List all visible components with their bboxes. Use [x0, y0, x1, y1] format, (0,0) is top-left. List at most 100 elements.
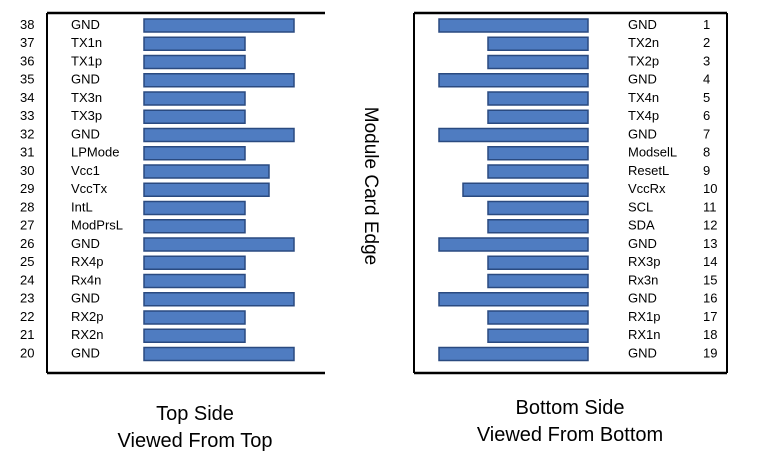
top-pin-name: GND [71, 291, 100, 306]
top-contact-pad [143, 164, 270, 179]
top-pin-number: 27 [20, 218, 34, 233]
top-pin-name: GND [71, 72, 100, 87]
bottom-pin-name: GND [628, 345, 657, 360]
top-side-title: Top Side [156, 403, 234, 425]
bottom-side-pins: GND 1 TX2n 2 TX2p 3 GND 4 TX4n 5 TX4p 6 GND 7 ModselL 8… [438, 17, 717, 362]
top-pin-name: RX4p [71, 254, 104, 269]
bottom-side-frame [413, 11, 728, 375]
top-pin-name: RX2p [71, 309, 104, 324]
top-contact-pad [143, 18, 295, 33]
bottom-pin-number: 2 [703, 35, 710, 50]
top-pin-name: RX2n [71, 327, 104, 342]
top-contact-pad [143, 54, 246, 70]
bottom-contact-pad [487, 109, 589, 124]
top-pin-name: TX1p [71, 53, 102, 68]
bottom-side-title: Bottom Side [515, 397, 625, 419]
top-contact-pad [143, 328, 246, 343]
top-contact-pad [143, 91, 246, 106]
top-pin-number: 22 [20, 309, 34, 324]
top-side-pins: 38 GND 37 TX1n 36 TX1p 35 GND 34 TX3n 33 TX3p 32 GND 3… [20, 17, 295, 362]
bottom-pin-number: 3 [703, 53, 710, 68]
top-pin-name: LPMode [71, 145, 119, 160]
top-pin-name: GND [71, 126, 100, 141]
top-pin-name: TX3n [71, 90, 102, 105]
bottom-pin-number: 5 [703, 90, 710, 105]
bottom-pin-number: 16 [703, 291, 717, 306]
bottom-pin-name: SDA [628, 218, 655, 233]
bottom-pin-name: RX1n [628, 327, 661, 342]
bottom-contact-pad [438, 18, 589, 33]
bottom-pin-number: 18 [703, 327, 717, 342]
top-pin-number: 24 [20, 272, 34, 287]
bottom-contact-pad [487, 200, 589, 216]
bottom-pin-name: ModselL [628, 145, 677, 160]
bottom-contact-pad [438, 292, 589, 307]
bottom-pin-number: 4 [703, 72, 710, 87]
top-contact-pad [143, 292, 295, 307]
bottom-contact-pad [487, 91, 589, 106]
bottom-pin-number: 10 [703, 181, 717, 196]
bottom-pin-name: TX2n [628, 35, 659, 50]
top-contact-pad [143, 127, 295, 143]
top-contact-pad [143, 273, 246, 289]
bottom-contact-pad [487, 164, 589, 179]
top-pin-name: ModPrsL [71, 218, 123, 233]
bottom-pin-number: 7 [703, 126, 710, 141]
top-contact-pad [143, 182, 270, 197]
top-pin-number: 25 [20, 254, 34, 269]
bottom-contact-pad [487, 36, 589, 51]
bottom-pin-number: 17 [703, 309, 717, 324]
bottom-contact-pad [438, 127, 589, 143]
bottom-pin-number: 13 [703, 236, 717, 251]
bottom-side-caption: Bottom Side Viewed From Bottom [430, 395, 710, 449]
bottom-contact-pad [438, 346, 589, 362]
bottom-side-subtitle: Viewed From Bottom [476, 424, 664, 446]
bottom-pin-name: VccRx [628, 181, 666, 196]
bottom-contact-pad [487, 54, 589, 70]
bottom-pin-name: RX1p [628, 309, 661, 324]
top-side-frame [46, 11, 325, 375]
top-contact-pad [143, 310, 246, 325]
bottom-pin-name: RX3p [628, 254, 661, 269]
top-contact-pad [143, 219, 246, 234]
bottom-contact-pad [487, 146, 589, 161]
top-pin-name: GND [71, 345, 100, 360]
top-pin-name: Rx4n [71, 272, 101, 287]
bottom-pin-name: GND [628, 236, 657, 251]
top-pin-number: 29 [20, 181, 34, 196]
top-pin-number: 37 [20, 35, 34, 50]
top-side-subtitle: Viewed From Top [117, 430, 273, 452]
bottom-pin-name: GND [628, 72, 657, 87]
bottom-pin-number: 14 [703, 254, 717, 269]
top-contact-pad [143, 36, 246, 51]
bottom-pin-name: TX4n [628, 90, 659, 105]
top-pin-name: GND [71, 236, 100, 251]
bottom-contact-pad [438, 237, 589, 252]
bottom-pin-number: 1 [703, 17, 710, 32]
bottom-pin-number: 12 [703, 218, 717, 233]
bottom-contact-pad [487, 328, 589, 343]
top-pin-name: IntL [71, 199, 93, 214]
top-pin-name: VccTx [71, 181, 108, 196]
top-pin-number: 32 [20, 126, 34, 141]
bottom-pin-name: TX2p [628, 53, 659, 68]
top-contact-pad [143, 200, 246, 216]
top-pin-number: 34 [20, 90, 34, 105]
top-pin-name: TX3p [71, 108, 102, 123]
module-card-edge-label: Module Card Edge [360, 107, 381, 265]
bottom-pin-number: 15 [703, 272, 717, 287]
bottom-pin-name: ResetL [628, 163, 669, 178]
top-pin-number: 35 [20, 72, 34, 87]
bottom-pin-number: 11 [703, 199, 717, 214]
bottom-pin-name: GND [628, 291, 657, 306]
bottom-pin-number: 8 [703, 145, 710, 160]
top-pin-name: TX1n [71, 35, 102, 50]
bottom-contact-pad [487, 273, 589, 289]
top-contact-pad [143, 237, 295, 252]
top-pin-number: 26 [20, 236, 34, 251]
bottom-pin-name: Rx3n [628, 272, 658, 287]
bottom-contact-pad [487, 310, 589, 325]
bottom-contact-pad [438, 73, 589, 88]
